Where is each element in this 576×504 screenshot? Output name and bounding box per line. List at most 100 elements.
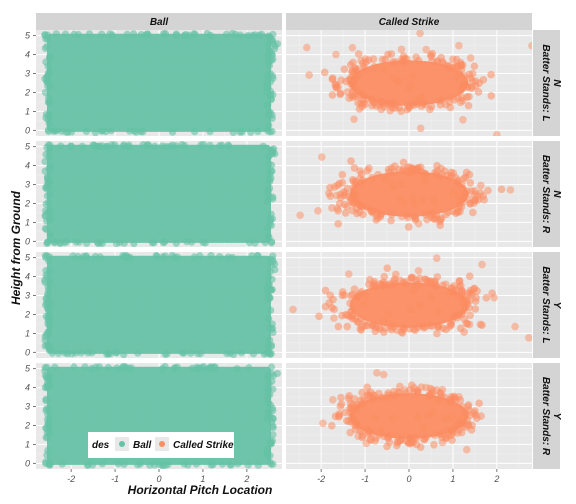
called-strike-point (437, 96, 446, 104)
called-strike-point (464, 406, 473, 414)
called-strike-point (412, 96, 421, 104)
called-strike-point (449, 55, 457, 64)
ball-point (191, 128, 199, 136)
ball-point (142, 31, 150, 39)
called-strike-point (465, 272, 474, 280)
point-group (41, 141, 279, 247)
x-tick-label: -2 (67, 474, 75, 484)
x-tick-label: 2 (493, 474, 499, 484)
called-strike-point (476, 320, 485, 329)
ball-point (236, 128, 244, 136)
ball-point (206, 141, 214, 149)
called-strike-point (477, 181, 485, 190)
ball-point (41, 88, 50, 97)
ball-point (266, 390, 274, 399)
called-strike-point (469, 208, 477, 217)
facet-strip-bg (533, 141, 560, 247)
ball-point (45, 147, 53, 156)
ball-point (161, 30, 170, 38)
ball-point (61, 30, 70, 38)
called-strike-point (428, 49, 437, 58)
called-strike-point (438, 385, 447, 394)
called-strike-point (471, 77, 480, 85)
y-tick-label: 0 (25, 236, 30, 246)
facet-strip-bg (533, 252, 560, 358)
ball-point (269, 422, 277, 430)
ball-point (53, 127, 61, 135)
called-strike-point (434, 396, 442, 404)
called-strike-point (328, 75, 337, 84)
ball-point (248, 252, 256, 260)
called-strike-point (289, 305, 297, 314)
called-strike-point (354, 432, 362, 440)
ball-point (180, 349, 188, 357)
ball-point (249, 350, 258, 358)
ball-point-cloud (46, 33, 272, 132)
panel-1-1 (286, 141, 532, 247)
called-strike-point (346, 428, 355, 437)
called-strike-point (441, 167, 449, 175)
called-strike-point (336, 90, 345, 99)
called-strike-point (338, 170, 347, 179)
called-strike-point (404, 213, 412, 222)
facet-strip-label: Ball (150, 17, 169, 28)
ball-point (166, 142, 174, 150)
called-strike-point (338, 291, 347, 300)
ball-point (44, 305, 52, 313)
ball-point (263, 101, 271, 110)
ball-point-cloud (46, 255, 272, 354)
called-strike-point (416, 30, 424, 38)
ball-point (257, 30, 266, 38)
ball-point (98, 460, 106, 468)
ball-point (88, 364, 96, 372)
called-strike-point (412, 280, 420, 288)
ball-point (57, 142, 65, 150)
called-strike-point (349, 198, 357, 207)
ball-point (173, 363, 182, 371)
y-tick-label: 2 (24, 309, 30, 319)
ball-point (44, 314, 52, 323)
called-strike-point (332, 191, 341, 200)
called-strike-point (321, 286, 330, 295)
ball-point (271, 266, 279, 274)
ball-point (261, 238, 269, 247)
called-strike-point (465, 320, 474, 329)
ball-point (91, 252, 100, 261)
ball-point (104, 363, 112, 372)
called-strike-point (422, 45, 430, 54)
ball-point (196, 252, 204, 260)
called-strike-point (456, 324, 465, 333)
called-strike-point (410, 433, 419, 442)
called-strike-point (384, 310, 393, 319)
ball-point (46, 214, 54, 223)
legend-key-called-strike (159, 441, 165, 447)
ball-point (273, 40, 282, 48)
called-strike-point (348, 43, 357, 52)
y-tick-label: 1 (25, 439, 30, 449)
called-strike-point (296, 211, 304, 220)
called-strike-point (389, 413, 398, 422)
ball-point (43, 451, 51, 459)
called-strike-point (390, 387, 398, 396)
called-strike-point (430, 441, 438, 449)
ball-point (51, 363, 59, 371)
called-strike-point (347, 157, 355, 165)
called-strike-point (468, 69, 477, 78)
called-strike-point (395, 104, 404, 112)
facet-strip-bg (533, 363, 560, 469)
called-strike-point (383, 264, 392, 272)
ball-point (266, 458, 274, 466)
ball-point (168, 128, 177, 136)
called-strike-point (430, 431, 439, 439)
called-strike-point (319, 419, 327, 428)
called-strike-point (350, 164, 359, 172)
y-tick-label: 5 (25, 31, 31, 41)
ball-point (67, 128, 76, 136)
called-strike-point (380, 393, 389, 402)
panel-0-1 (286, 30, 532, 136)
called-strike-point (411, 200, 419, 208)
ball-point (42, 395, 50, 403)
called-strike-point (358, 388, 366, 397)
ball-point (137, 128, 145, 136)
